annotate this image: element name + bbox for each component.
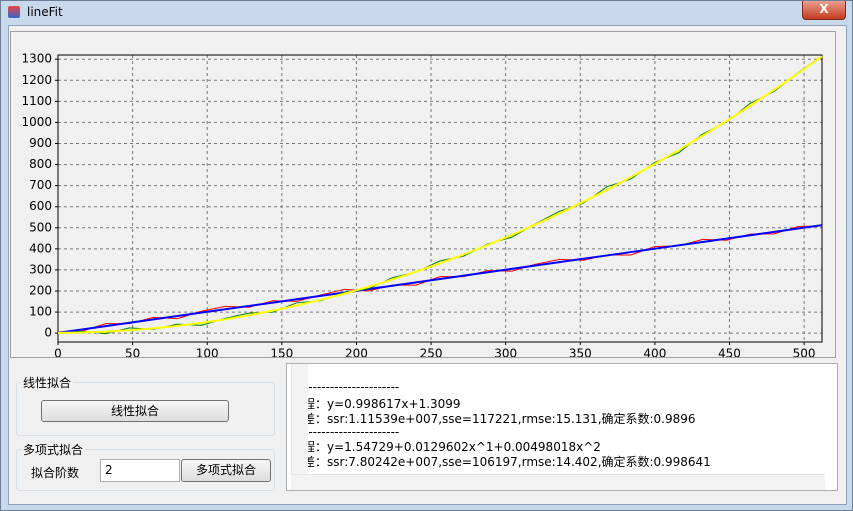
x-tick-label: 200: [345, 347, 368, 358]
y-tick-label: 700: [29, 178, 52, 192]
chart-panel: 0 100 200 300 400 500 600 700 800 900 1000 1100 1200…: [10, 31, 836, 361]
output-line: 方程：y=0.998617x+1.3099: [291, 397, 461, 411]
x-tick-label: 0: [54, 347, 62, 358]
y-tick-label: 400: [29, 241, 52, 255]
x-tick-label: 400: [643, 347, 666, 358]
order-input[interactable]: 2: [100, 459, 180, 482]
group-title: 线性拟合: [21, 374, 74, 391]
y-tick-label: 600: [29, 199, 52, 213]
y-tick-label: 0: [44, 326, 52, 340]
app-icon: [8, 6, 20, 18]
chart: 0100200300400500600700800900100011001200…: [21, 52, 823, 361]
close-button[interactable]: X: [802, 1, 846, 20]
output-line: -------------------------: [291, 380, 400, 394]
order-label: 拟合阶数: [31, 466, 80, 480]
y-tick-label: 1300: [21, 52, 52, 66]
poly-fit-button[interactable]: 多项式拟合: [181, 459, 271, 482]
y-tick-label: 800: [29, 157, 52, 171]
poly-group: 多项式拟合: [16, 441, 275, 491]
y-tick-label: 300: [29, 262, 52, 276]
y-tick-label: 100: [29, 305, 52, 319]
linear-group: 线性拟合: [16, 374, 275, 436]
horizontal-scrollbar[interactable]: [291, 474, 825, 490]
plot-frame: [57, 54, 823, 343]
x-tick-label: 50: [125, 347, 140, 358]
y-tick-label: 1100: [21, 94, 52, 108]
x-tick-label: 100: [196, 347, 219, 358]
window-title: lineFit: [27, 5, 63, 19]
series-line: [57, 225, 823, 333]
series-line: [57, 224, 823, 334]
x-tick-label: 350: [569, 347, 592, 358]
x-tick-label: 300: [494, 347, 517, 358]
linear-fit-button[interactable]: 线性拟合: [41, 400, 229, 422]
y-tick-label: 1000: [21, 115, 52, 129]
title-bar: lineFit X: [1, 1, 852, 23]
y-tick-label: 1200: [21, 73, 52, 87]
output-line: 误差：ssr:1.11539e+007,sse=117221,rmse:15.1…: [291, 412, 696, 426]
x-tick-label: 450: [718, 347, 741, 358]
plot-area: [58, 55, 822, 342]
output-line: -------------------------: [291, 425, 400, 439]
vertical-scrollbar[interactable]: [291, 364, 308, 474]
y-tick-label: 500: [29, 220, 52, 234]
series-line: [57, 55, 823, 334]
y-tick-label: 900: [29, 136, 52, 150]
output-line: 误差：ssr:7.80242e+007,sse=106197,rmse:14.4…: [291, 455, 711, 469]
x-tick-label: 150: [270, 347, 293, 358]
client-area: 0 100 200 300 400 500 600 700 800 900 1000 1100 1200…: [8, 25, 847, 505]
output-line: 方程：y=1.54729+0.0129602x^1+0.00498018x^2: [291, 440, 601, 454]
output-box: ------------------------- 方程：y=0.998617x…: [286, 363, 838, 491]
x-tick-label: 250: [420, 347, 443, 358]
group-title: 多项式拟合: [21, 441, 86, 458]
x-tick-label: 500: [793, 347, 816, 358]
y-tick-label: 200: [29, 284, 52, 298]
